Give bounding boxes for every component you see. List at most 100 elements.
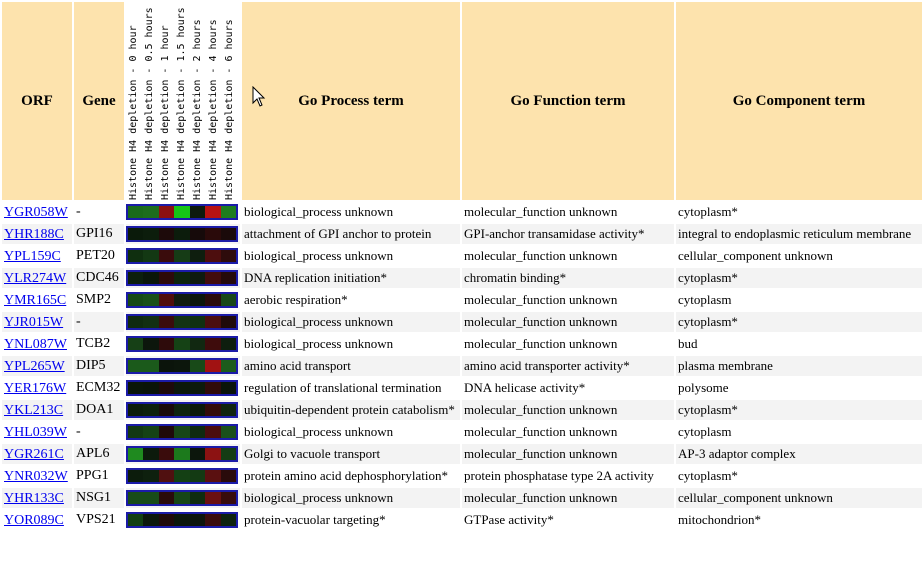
go-process-cell: attachment of GPI anchor to protein [242,224,460,244]
orf-link[interactable]: YMR165C [4,292,67,308]
orf-link[interactable]: YOR089C [4,512,64,528]
heatmap-swatch [220,206,236,218]
orf-cell: YOR089C [2,510,72,530]
results-table: ORF Gene Histone H4 depletion - 0 hour Hi… [2,2,922,530]
gene-cell: NSG1 [74,488,124,508]
go-component-cell: bud [676,334,922,354]
heatmap-swatch [205,360,221,372]
expression-heatmap[interactable] [126,402,238,418]
heatmap-swatch [128,382,144,394]
orf-column-header[interactable]: ORF [2,2,72,200]
orf-link[interactable]: YJR015W [4,314,64,330]
heatmap-swatch [189,338,206,350]
heatmap-swatch [174,514,190,526]
expression-heatmap[interactable] [126,226,238,242]
go-process-cell: aerobic respiration* [242,290,460,310]
expression-heatmap[interactable] [126,446,238,462]
expression-heatmap[interactable] [126,314,238,330]
heatmap-swatch [128,206,144,218]
go-process-cell: Golgi to vacuole transport [242,444,460,464]
orf-link[interactable]: YPL159C [4,248,61,264]
orf-link[interactable]: YNL087W [4,336,67,352]
go-process-cell: amino acid transport [242,356,460,376]
heatmap-swatch [174,294,190,306]
heatmap-swatch [220,272,236,284]
orf-cell: YLR274W [2,268,72,288]
heatmap-swatch [189,228,206,240]
orf-link[interactable]: YHR133C [4,490,64,506]
heatmap-swatch [205,448,221,460]
expression-heatmap-cell [126,400,240,420]
orf-cell: YMR165C [2,290,72,310]
orf-link[interactable]: YNR032W [4,468,68,484]
go-component-column-header[interactable]: Go Component term [676,2,922,200]
heatmap-swatch [128,448,144,460]
heatmap-swatch [174,492,190,504]
orf-link[interactable]: YGR261C [4,446,64,462]
heatmap-swatch [174,470,190,482]
expression-heatmap[interactable] [126,380,238,396]
heatmap-swatch [158,338,175,350]
gene-cell: DOA1 [74,400,124,420]
expression-heatmap[interactable] [126,490,238,506]
go-component-cell: cellular_component unknown [676,246,922,266]
expression-heatmap-cell [126,312,240,332]
expression-heatmap[interactable] [126,336,238,352]
heatmap-swatch [205,316,221,328]
table-row: YPL159C PET20 biological_process unknown mo… [2,246,922,266]
expression-heatmap[interactable] [126,468,238,484]
heatmap-swatch [205,272,221,284]
heatmap-swatch [189,316,206,328]
expression-heatmap[interactable] [126,248,238,264]
go-component-cell: plasma membrane [676,356,922,376]
heatmap-swatch [189,206,206,218]
table-row: YLR274W CDC46 DNA replication initiation* c… [2,268,922,288]
go-function-cell: molecular_function unknown [462,246,674,266]
go-process-cell: biological_process unknown [242,312,460,332]
heatmap-swatch [220,316,236,328]
gene-cell: TCB2 [74,334,124,354]
orf-link[interactable]: YER176W [4,380,67,396]
heatmap-swatch [189,404,206,416]
table-row: YNR032W PPG1 protein amino acid dephosphor… [2,466,922,486]
heatmap-swatch [205,294,221,306]
heatmap-swatch [143,228,159,240]
orf-link[interactable]: YLR274W [4,270,67,286]
go-process-column-header[interactable]: Go Process term [242,2,460,200]
expression-heatmap[interactable] [126,270,238,286]
orf-link[interactable]: YPL265W [4,358,65,374]
go-component-cell: cellular_component unknown [676,488,922,508]
expression-heatmap[interactable] [126,292,238,308]
heatmap-swatch [205,228,221,240]
heatmap-swatch [220,294,236,306]
expression-heatmap-cell [126,290,240,310]
table-row: YJR015W - biological_process unknown molecu… [2,312,922,332]
orf-link[interactable]: YHL039W [4,424,67,440]
expression-heatmap[interactable] [126,424,238,440]
condition-label: Histone H4 depletion - 6 hours [224,19,235,200]
heatmap-swatch [158,470,175,482]
heatmap-swatch [220,404,236,416]
gene-column-header[interactable]: Gene [74,2,124,200]
orf-link[interactable]: YHR188C [4,226,64,242]
heatmap-swatch [143,316,159,328]
go-component-cell: cytoplasm* [676,268,922,288]
orf-link[interactable]: YGR058W [4,204,68,220]
heatmap-swatch [143,360,159,372]
expression-heatmap[interactable] [126,204,238,220]
orf-cell: YPL159C [2,246,72,266]
go-function-cell: molecular_function unknown [462,290,674,310]
heatmap-swatch [220,448,236,460]
orf-link[interactable]: YKL213C [4,402,64,418]
heatmap-swatch [128,492,144,504]
heatmap-swatch [189,514,206,526]
expression-heatmap-cell [126,466,240,486]
heatmap-swatch [189,492,206,504]
expression-heatmap[interactable] [126,358,238,374]
expression-heatmap[interactable] [126,512,238,528]
gene-cell: - [74,422,124,442]
heatmap-swatch [220,426,236,438]
condition-label: Histone H4 depletion - 1 hour [160,25,171,200]
go-function-cell: GPI-anchor transamidase activity* [462,224,674,244]
go-function-column-header[interactable]: Go Function term [462,2,674,200]
